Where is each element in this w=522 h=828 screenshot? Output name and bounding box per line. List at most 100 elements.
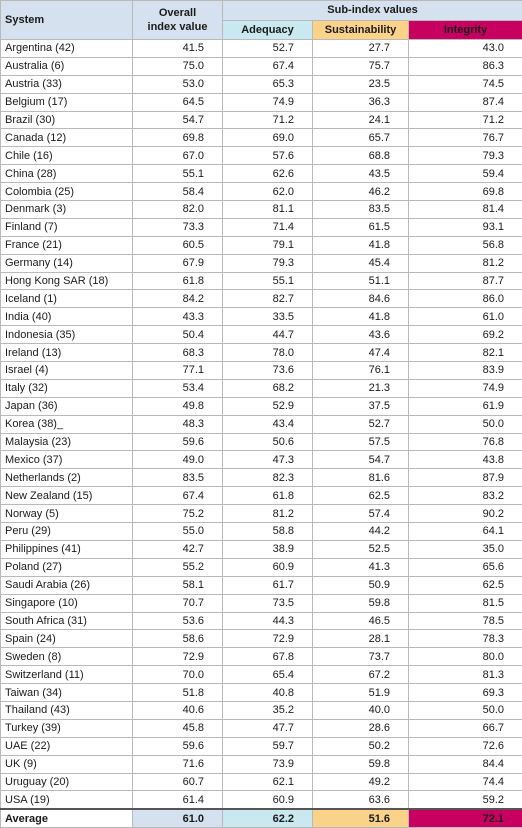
adequacy-cell: 61.8	[223, 487, 313, 505]
system-cell: South Africa (31)	[1, 612, 133, 630]
overall-cell: 53.6	[133, 612, 223, 630]
integrity-cell: 71.2	[409, 111, 522, 129]
sustainability-cell: 21.3	[313, 379, 409, 397]
adequacy-cell: 35.2	[223, 701, 313, 719]
overall-cell: 75.0	[133, 57, 223, 75]
adequacy-cell: 44.7	[223, 326, 313, 344]
system-cell: Australia (6)	[1, 57, 133, 75]
sustainability-cell: 47.4	[313, 344, 409, 362]
adequacy-cell: 60.9	[223, 791, 313, 809]
system-cell: Belgium (17)	[1, 93, 133, 111]
system-cell: France (21)	[1, 236, 133, 254]
sustainability-cell: 28.6	[313, 719, 409, 737]
integrity-cell: 83.2	[409, 487, 522, 505]
sustainability-cell: 45.4	[313, 254, 409, 272]
sustainability-cell: 40.0	[313, 701, 409, 719]
sustainability-cell: 43.6	[313, 326, 409, 344]
overall-cell: 48.3	[133, 415, 223, 433]
integrity-cell: 90.2	[409, 505, 522, 523]
integrity-cell: 76.7	[409, 129, 522, 147]
integrity-cell: 81.4	[409, 201, 522, 219]
adequacy-cell: 81.2	[223, 505, 313, 523]
system-cell: Mexico (37)	[1, 451, 133, 469]
integrity-cell: 74.4	[409, 773, 522, 791]
integrity-cell: 64.1	[409, 523, 522, 541]
integrity-column-header: Integrity	[409, 20, 522, 40]
integrity-cell: 50.0	[409, 701, 522, 719]
integrity-cell: 86.3	[409, 57, 522, 75]
average-sustainability: 51.6	[313, 809, 409, 828]
sustainability-cell: 46.2	[313, 183, 409, 201]
integrity-cell: 84.4	[409, 755, 522, 773]
system-cell: New Zealand (15)	[1, 487, 133, 505]
overall-cell: 70.0	[133, 666, 223, 684]
sustainability-cell: 75.7	[313, 57, 409, 75]
overall-cell: 70.7	[133, 594, 223, 612]
integrity-cell: 78.3	[409, 630, 522, 648]
overall-cell: 67.0	[133, 147, 223, 165]
overall-cell: 55.2	[133, 558, 223, 576]
system-cell: Chile (16)	[1, 147, 133, 165]
sustainability-cell: 65.7	[313, 129, 409, 147]
adequacy-cell: 73.9	[223, 755, 313, 773]
sustainability-cell: 83.5	[313, 201, 409, 219]
overall-column-header: Overall index value	[133, 1, 223, 40]
overall-cell: 61.4	[133, 791, 223, 809]
adequacy-cell: 44.3	[223, 612, 313, 630]
adequacy-cell: 81.1	[223, 201, 313, 219]
adequacy-cell: 59.7	[223, 737, 313, 755]
integrity-cell: 62.5	[409, 576, 522, 594]
integrity-cell: 80.0	[409, 648, 522, 666]
subindex-group-header: Sub-index values	[223, 1, 522, 21]
overall-cell: 84.2	[133, 290, 223, 308]
overall-cell: 45.8	[133, 719, 223, 737]
sustainability-cell: 27.7	[313, 40, 409, 58]
overall-cell: 61.8	[133, 272, 223, 290]
integrity-cell: 87.9	[409, 469, 522, 487]
integrity-cell: 56.8	[409, 236, 522, 254]
sustainability-cell: 36.3	[313, 93, 409, 111]
system-cell: Saudi Arabia (26)	[1, 576, 133, 594]
overall-cell: 55.0	[133, 523, 223, 541]
adequacy-cell: 50.6	[223, 433, 313, 451]
integrity-cell: 74.9	[409, 379, 522, 397]
overall-header-line2: index value	[148, 21, 208, 33]
system-cell: India (40)	[1, 308, 133, 326]
sustainability-cell: 46.5	[313, 612, 409, 630]
overall-cell: 43.3	[133, 308, 223, 326]
system-cell: Canada (12)	[1, 129, 133, 147]
integrity-cell: 72.6	[409, 737, 522, 755]
overall-cell: 49.8	[133, 397, 223, 415]
sustainability-cell: 52.5	[313, 540, 409, 558]
overall-cell: 59.6	[133, 737, 223, 755]
sustainability-cell: 41.8	[313, 236, 409, 254]
adequacy-cell: 71.4	[223, 218, 313, 236]
overall-cell: 60.7	[133, 773, 223, 791]
overall-cell: 42.7	[133, 540, 223, 558]
overall-cell: 69.8	[133, 129, 223, 147]
overall-cell: 82.0	[133, 201, 223, 219]
sustainability-column-header: Sustainability	[313, 20, 409, 40]
integrity-cell: 50.0	[409, 415, 522, 433]
table-header: System Overall index value Sub-index val…	[1, 1, 522, 40]
